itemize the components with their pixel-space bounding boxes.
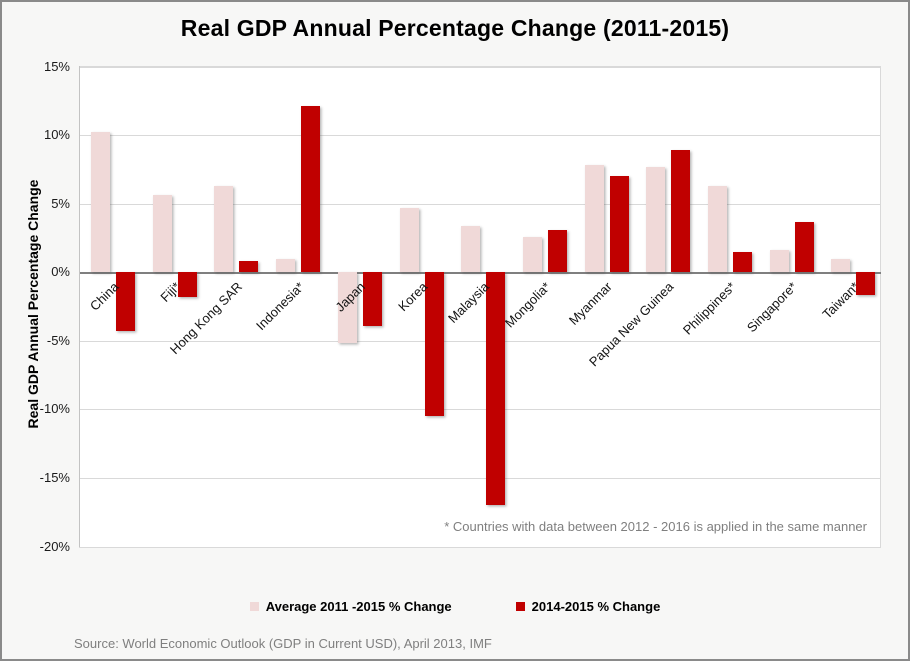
y-tick-label--5: -5% <box>46 332 70 348</box>
bar-recent-japan <box>362 272 382 326</box>
gridline--5 <box>79 340 881 342</box>
y-tick-label-0: 0% <box>51 264 70 280</box>
y-tick-label-10: 10% <box>43 127 70 143</box>
source-note: Source: World Economic Outlook (GDP in C… <box>74 636 492 651</box>
y-axis-title: Real GDP Annual Percentage Change <box>25 179 41 429</box>
bar-recent-hong-kong-sar <box>239 261 259 273</box>
bar-recent-philippines <box>732 251 752 273</box>
gridline--15 <box>79 477 881 479</box>
legend-swatch-average <box>249 602 259 611</box>
bar-average-china <box>91 132 110 273</box>
bar-average-philippines <box>707 185 727 273</box>
chart-footnote: * Countries with data between 2012 - 201… <box>444 519 867 534</box>
bar-average-japan <box>337 272 357 344</box>
legend-item-average: Average 2011 -2015 % Change <box>249 599 452 614</box>
bar-recent-indonesia <box>301 106 321 273</box>
legend-swatch-recent <box>515 602 525 611</box>
bar-recent-papua-new-guinea <box>671 150 691 273</box>
bar-recent-singapore <box>794 221 814 273</box>
bar-average-indonesia <box>276 258 296 273</box>
bar-average-taiwan <box>831 258 851 273</box>
bar-average-papua-new-guinea <box>646 166 666 273</box>
bar-recent-fiji <box>177 272 197 297</box>
bar-recent-china <box>116 272 135 332</box>
y-tick-label--20: -20% <box>39 538 70 554</box>
y-tick-label--15: -15% <box>39 469 70 485</box>
gridline-5 <box>79 203 881 205</box>
legend-item-recent: 2014-2015 % Change <box>515 599 661 614</box>
bar-recent-korea <box>424 272 444 417</box>
bar-average-malaysia <box>461 225 481 273</box>
y-tick-label-5: 5% <box>51 195 70 211</box>
y-tick-label--10: -10% <box>39 401 70 417</box>
bar-average-korea <box>399 207 419 273</box>
chart-title: Real GDP Annual Percentage Change (2011-… <box>180 15 730 41</box>
y-tick-label-15: 15% <box>43 58 70 74</box>
gridline--10 <box>79 409 881 411</box>
y-axis-line <box>79 66 80 547</box>
bar-average-fiji <box>152 195 172 273</box>
bar-average-mongolia <box>522 236 542 273</box>
bar-average-singapore <box>769 250 789 273</box>
legend-label-average: Average 2011 -2015 % Change <box>265 599 452 614</box>
gridline--20 <box>79 546 881 548</box>
bar-recent-malaysia <box>486 272 506 506</box>
bar-recent-myanmar <box>609 176 629 273</box>
gridline-15 <box>79 66 881 68</box>
legend-label-recent: 2014-2015 % Change <box>531 599 661 614</box>
gridline-10 <box>79 135 881 137</box>
bar-average-hong-kong-sar <box>214 185 234 273</box>
plot-area <box>79 66 881 547</box>
bar-average-myanmar <box>584 165 604 273</box>
bar-recent-taiwan <box>856 272 876 296</box>
bar-recent-mongolia <box>547 229 567 273</box>
legend: Average 2011 -2015 % Change 2014-2015 % … <box>2 599 908 614</box>
zero-axis-line <box>79 271 881 274</box>
